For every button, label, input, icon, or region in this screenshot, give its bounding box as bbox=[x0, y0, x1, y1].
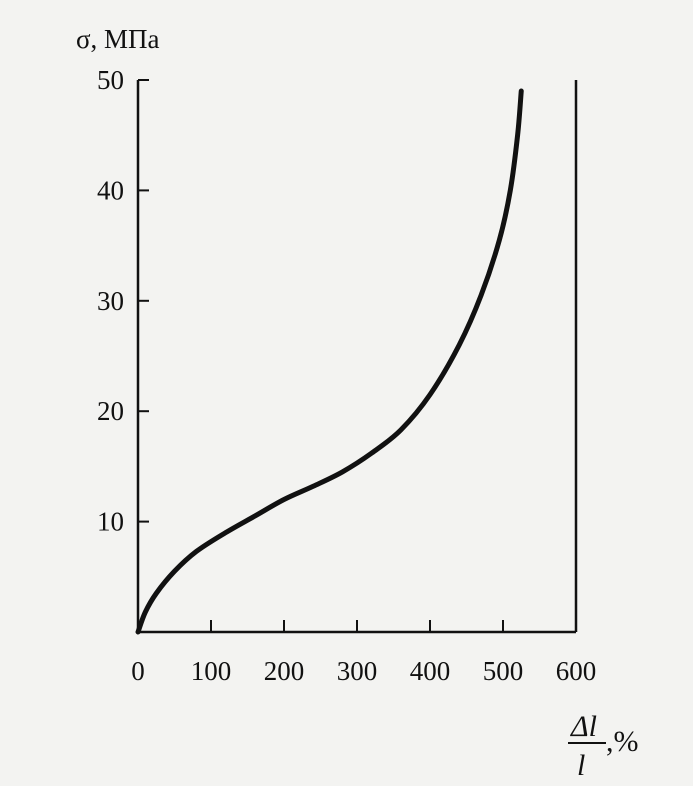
x-tick-label: 200 bbox=[264, 656, 305, 686]
stress-strain-curve bbox=[135, 88, 524, 635]
y-tick-label: 10 bbox=[97, 507, 124, 537]
y-axis-label: σ, МПа bbox=[76, 24, 160, 54]
y-tick-label: 40 bbox=[97, 175, 124, 205]
x-axis-label: Δl l ,% bbox=[568, 710, 639, 782]
y-tick-label: 20 bbox=[97, 396, 124, 426]
x-axis-label-numerator: Δl bbox=[570, 710, 597, 743]
x-tick-label: 400 bbox=[410, 656, 451, 686]
series-layer bbox=[135, 88, 524, 635]
y-tick-label: 30 bbox=[97, 286, 124, 316]
x-tick-label: 500 bbox=[483, 656, 524, 686]
ticks bbox=[138, 79, 504, 632]
x-axis-label-unit: ,% bbox=[606, 725, 639, 758]
x-tick-label: 0 bbox=[131, 656, 145, 686]
tick-labels: 0 100 200 300 400 500 600 10 20 30 40 50 bbox=[97, 65, 596, 686]
x-tick-label: 600 bbox=[556, 656, 597, 686]
y-tick-label: 50 bbox=[97, 65, 124, 95]
x-axis-label-denominator: l bbox=[577, 749, 585, 782]
x-tick-label: 300 bbox=[337, 656, 378, 686]
x-tick-label: 100 bbox=[191, 656, 232, 686]
